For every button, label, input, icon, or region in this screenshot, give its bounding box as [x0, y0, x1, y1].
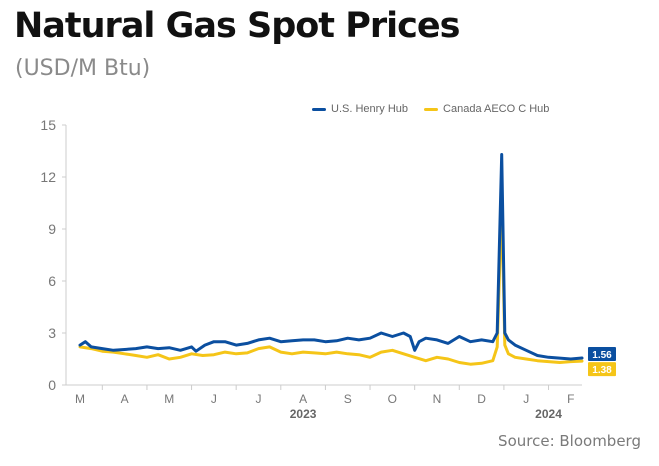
x-tick-label: S — [344, 392, 352, 406]
y-tick-label: 6 — [48, 273, 56, 289]
end-value-label-henry-hub: 1.56 — [592, 350, 612, 361]
end-value-badge-henry-hub — [588, 346, 616, 361]
source-note: Source: Bloomberg — [498, 432, 641, 450]
chart-subtitle: (USD/M Btu) — [15, 56, 151, 81]
x-tick-label: J — [211, 392, 217, 406]
x-tick-label: A — [299, 392, 307, 406]
end-value-label-aeco: 1.38 — [592, 365, 612, 376]
x-year-label: 2024 — [535, 407, 562, 421]
y-tick-label: 3 — [48, 325, 56, 341]
y-tick-label: 9 — [48, 221, 56, 237]
y-tick-label: 15 — [40, 117, 56, 133]
y-tick-label: 12 — [40, 169, 56, 185]
x-tick-label: J — [255, 392, 261, 406]
series-line-henry-hub — [78, 153, 584, 361]
x-tick-label: A — [121, 392, 129, 406]
legend-label-henry-hub: U.S. Henry Hub — [331, 103, 409, 115]
legend: U.S. Henry Hub Canada AECO C Hub — [312, 103, 549, 115]
x-tick-label: M — [75, 392, 85, 406]
x-tick-label: J — [523, 392, 529, 406]
x-tick-label: F — [567, 392, 574, 406]
legend-swatch-henry-hub — [312, 107, 326, 111]
x-tick-label: O — [388, 392, 397, 406]
x-year-label: 2023 — [290, 407, 317, 421]
x-tick-label: D — [477, 392, 486, 406]
series-line-aeco — [78, 199, 584, 366]
end-value-badge-aeco — [588, 362, 616, 377]
legend-label-aeco: Canada AECO C Hub — [443, 103, 550, 115]
y-tick-label: 0 — [48, 377, 56, 393]
legend-swatch-aeco — [424, 107, 439, 111]
chart-title: Natural Gas Spot Prices — [14, 6, 460, 46]
x-tick-label: M — [164, 392, 174, 406]
legend-item-henry-hub: U.S. Henry Hub — [312, 103, 408, 115]
legend-item-aeco: Canada AECO C Hub — [424, 103, 549, 115]
x-tick-label: N — [433, 392, 442, 406]
